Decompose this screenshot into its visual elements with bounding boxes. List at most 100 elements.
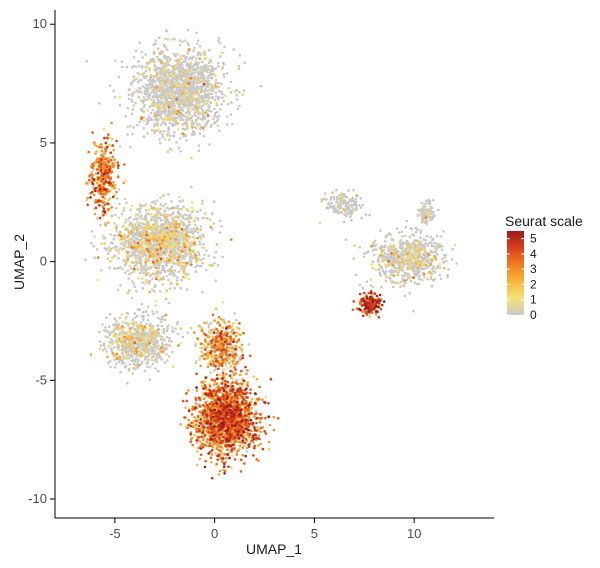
cell-point bbox=[162, 54, 166, 57]
cell-point bbox=[370, 263, 373, 266]
cell-point bbox=[187, 277, 190, 281]
cell-point bbox=[147, 358, 150, 361]
cell-point bbox=[407, 249, 410, 253]
cell-point bbox=[131, 66, 134, 69]
cell-point bbox=[422, 244, 426, 247]
cell-point bbox=[158, 58, 162, 61]
cell-point bbox=[163, 103, 167, 106]
cell-point bbox=[131, 280, 134, 283]
cell-point bbox=[422, 261, 426, 264]
cell-point bbox=[181, 230, 184, 234]
cell-point bbox=[207, 330, 211, 333]
cell-point bbox=[102, 128, 106, 131]
cell-point bbox=[150, 288, 154, 292]
cell-point bbox=[130, 296, 134, 300]
cell-point bbox=[203, 212, 207, 215]
cell-point bbox=[136, 213, 139, 216]
cell-point bbox=[414, 239, 417, 242]
cell-point bbox=[102, 328, 106, 332]
cell-point bbox=[438, 262, 442, 266]
cell-point bbox=[410, 242, 414, 245]
cell-point bbox=[194, 121, 198, 124]
cell-point bbox=[112, 238, 115, 241]
cell-point bbox=[136, 358, 140, 362]
cell-point bbox=[144, 53, 147, 56]
cell-point bbox=[180, 108, 184, 111]
cell-point bbox=[202, 134, 206, 138]
cell-point bbox=[175, 82, 178, 86]
cell-point bbox=[147, 227, 150, 230]
cell-point bbox=[152, 334, 155, 338]
cell-point bbox=[151, 102, 154, 106]
cell-point bbox=[410, 265, 413, 269]
cell-point bbox=[165, 97, 168, 101]
cell-point bbox=[145, 241, 149, 245]
cell-point bbox=[422, 263, 426, 267]
cell-point bbox=[166, 237, 169, 240]
cell-point bbox=[194, 342, 198, 345]
cell-point bbox=[419, 229, 423, 233]
cell-point bbox=[148, 78, 152, 81]
cell-point bbox=[171, 95, 174, 98]
cell-point bbox=[203, 84, 207, 88]
cell-point bbox=[380, 266, 384, 270]
cell-point bbox=[139, 334, 142, 338]
cell-point bbox=[124, 357, 127, 360]
cell-point bbox=[326, 202, 330, 205]
cell-point bbox=[193, 78, 196, 82]
cell-point bbox=[169, 57, 172, 61]
cell-point bbox=[118, 95, 122, 99]
cell-point bbox=[394, 269, 398, 273]
cell-point bbox=[414, 245, 418, 248]
cell-point bbox=[120, 267, 123, 270]
cell-point bbox=[198, 128, 202, 131]
cell-point bbox=[145, 361, 148, 365]
cell-point bbox=[138, 203, 142, 206]
cell-point bbox=[159, 219, 163, 222]
cell-point bbox=[417, 282, 421, 286]
cell-point bbox=[125, 255, 129, 259]
cell-point bbox=[343, 199, 347, 202]
cell-point bbox=[140, 230, 144, 233]
cell-point bbox=[403, 294, 407, 298]
cell-point bbox=[178, 102, 181, 106]
cell-point bbox=[225, 115, 229, 118]
cell-point bbox=[197, 103, 201, 107]
cell-point bbox=[148, 365, 152, 369]
cell-point bbox=[138, 87, 141, 90]
cell-point bbox=[435, 234, 439, 238]
cell-point bbox=[156, 225, 160, 228]
cell-point bbox=[122, 357, 125, 361]
cell-point bbox=[126, 269, 130, 272]
cell-point bbox=[102, 234, 105, 238]
cell-point bbox=[430, 251, 434, 254]
cell-point bbox=[172, 103, 175, 107]
cell-point bbox=[226, 102, 230, 106]
cell-point bbox=[188, 92, 191, 95]
cell-point bbox=[252, 375, 256, 379]
cell-point bbox=[198, 87, 201, 91]
cell-point bbox=[189, 118, 193, 122]
cell-point bbox=[430, 241, 433, 245]
cell-point bbox=[377, 263, 381, 267]
cell-point bbox=[164, 138, 167, 141]
cell-point bbox=[142, 338, 146, 341]
cell-point bbox=[177, 77, 181, 81]
cell-point bbox=[108, 360, 112, 363]
cell-point bbox=[150, 326, 153, 330]
cell-point bbox=[142, 241, 146, 245]
cell-point bbox=[174, 76, 177, 80]
cell-point bbox=[166, 113, 169, 117]
cell-point bbox=[404, 281, 407, 285]
cell-point bbox=[178, 75, 181, 78]
cell-point bbox=[139, 271, 142, 275]
cell-point bbox=[193, 236, 197, 240]
cell-point bbox=[136, 360, 140, 364]
cell-point bbox=[166, 250, 169, 254]
cell-point bbox=[146, 351, 150, 354]
cell-point bbox=[117, 251, 121, 255]
cell-point bbox=[142, 310, 145, 314]
cell-point bbox=[107, 344, 111, 348]
cell-point bbox=[411, 263, 415, 267]
cell-point bbox=[149, 98, 153, 102]
